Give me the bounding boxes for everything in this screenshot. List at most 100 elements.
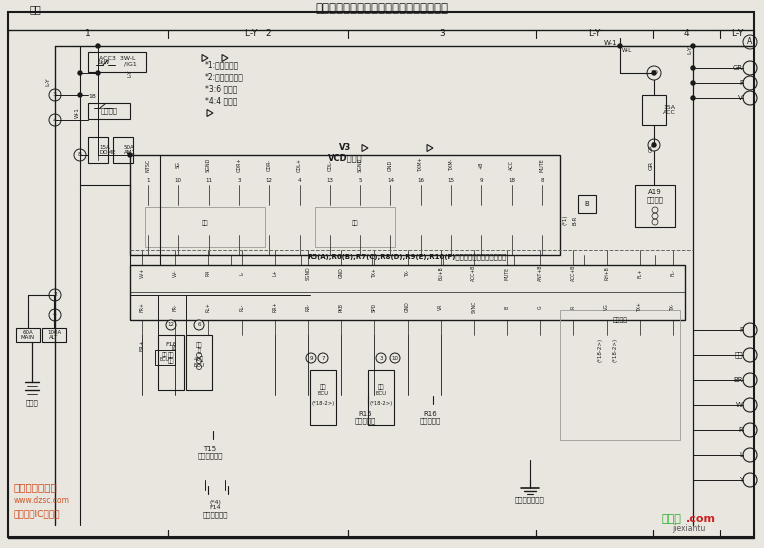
Polygon shape: [427, 145, 433, 151]
Text: +B: +B: [479, 161, 484, 169]
Text: 8: 8: [540, 179, 544, 184]
Text: B: B: [504, 305, 510, 309]
Polygon shape: [362, 145, 368, 151]
Circle shape: [96, 71, 100, 75]
Text: TXM-: TXM-: [448, 159, 454, 171]
Text: 6: 6: [197, 323, 201, 328]
Circle shape: [49, 89, 61, 101]
Text: 100A
ALT: 100A ALT: [47, 329, 61, 340]
Text: CDL+: CDL+: [297, 158, 302, 172]
Text: 4: 4: [683, 30, 689, 38]
Polygon shape: [202, 54, 208, 61]
Text: BU+B: BU+B: [439, 266, 443, 280]
Text: SGND: SGND: [306, 266, 310, 280]
Bar: [578, 195, 596, 213]
Text: FL+: FL+: [637, 269, 643, 278]
Text: GR: GR: [649, 161, 653, 169]
Text: Y: Y: [739, 477, 743, 483]
Text: 15: 15: [448, 179, 455, 184]
Text: .com: .com: [686, 514, 716, 524]
Text: 5: 5: [358, 179, 362, 184]
Text: 电源: 电源: [29, 4, 41, 14]
Text: GND: GND: [338, 267, 344, 278]
Circle shape: [318, 353, 328, 363]
Text: L-Y: L-Y: [46, 78, 50, 87]
Bar: [88, 103, 130, 119]
Text: (*1): (*1): [562, 215, 568, 225]
Text: 30: 30: [650, 71, 658, 76]
Text: 3: 3: [379, 356, 383, 361]
Text: VR: VR: [439, 304, 443, 310]
Text: F10: F10: [165, 342, 176, 347]
Text: 18: 18: [88, 94, 96, 100]
Text: 绕线
烧器: 绕线 烧器: [168, 352, 174, 364]
Text: R16: R16: [423, 411, 437, 417]
Text: GR: GR: [649, 144, 653, 152]
Text: 绕组
ECU: 绕组 ECU: [160, 352, 170, 362]
Text: 右前门扬声器: 右前门扬声器: [202, 512, 228, 518]
Text: RL-: RL-: [239, 303, 244, 311]
Bar: [42, 328, 66, 342]
Bar: [635, 185, 675, 227]
Text: R4: R4: [206, 270, 211, 276]
Text: W-1: W-1: [604, 40, 617, 46]
Text: A: A: [747, 37, 753, 47]
Text: *4:4 扬声器: *4:4 扬声器: [205, 96, 238, 106]
Text: 自动天线: 自动天线: [646, 197, 663, 203]
Text: (*18-2>): (*18-2>): [597, 338, 603, 362]
Text: (*18-2>): (*18-2>): [369, 401, 393, 406]
Text: RL+: RL+: [206, 302, 211, 312]
Text: 维库电子市场网: 维库电子市场网: [14, 482, 58, 492]
Text: 屏蔽区域: 屏蔽区域: [613, 317, 627, 323]
Circle shape: [78, 71, 82, 75]
Text: L: L: [739, 452, 743, 458]
Circle shape: [49, 309, 61, 321]
Bar: [88, 137, 108, 163]
Text: TX-: TX-: [405, 270, 410, 277]
Text: ACC+B: ACC+B: [471, 265, 477, 281]
Text: 点火开关: 点火开关: [101, 108, 118, 115]
Circle shape: [691, 96, 695, 100]
Text: 18: 18: [508, 179, 515, 184]
Text: MUTE: MUTE: [504, 266, 510, 279]
Text: 导航系统、收音机和播放器（带导航系统）: 导航系统、收音机和播放器（带导航系统）: [316, 3, 448, 15]
Circle shape: [691, 81, 695, 85]
Text: W-1: W-1: [75, 107, 79, 118]
Text: R15: R15: [358, 411, 372, 417]
Text: A19: A19: [648, 189, 662, 195]
Text: L-Y: L-Y: [588, 30, 601, 38]
Circle shape: [128, 153, 132, 157]
Text: 15A
ACC: 15A ACC: [663, 105, 676, 116]
Text: 4: 4: [53, 117, 57, 123]
Circle shape: [194, 320, 204, 330]
Bar: [130, 265, 685, 320]
Bar: [16, 380, 48, 392]
Text: 1: 1: [85, 30, 91, 38]
Text: 左侧仪表板支承: 左侧仪表板支承: [515, 496, 545, 503]
Text: SG: SG: [176, 162, 181, 168]
Text: 11: 11: [205, 179, 212, 184]
Text: 接线图: 接线图: [662, 514, 682, 524]
Text: VG: VG: [604, 304, 609, 310]
Bar: [130, 155, 560, 255]
Text: 电源
ECU: 电源 ECU: [375, 384, 387, 396]
Text: /IG1: /IG1: [124, 61, 137, 66]
Text: (*18-2>): (*18-2>): [312, 401, 335, 406]
Bar: [186, 335, 212, 390]
Text: 蓄电池: 蓄电池: [26, 399, 38, 406]
Text: 1kW: 1kW: [97, 60, 109, 66]
Polygon shape: [222, 54, 228, 61]
Text: 1: 1: [146, 179, 150, 184]
Text: 60A
MAIN: 60A MAIN: [21, 329, 35, 340]
Bar: [368, 370, 394, 425]
Circle shape: [49, 289, 61, 301]
Text: GND: GND: [405, 301, 410, 312]
Text: 3: 3: [439, 30, 445, 38]
Bar: [155, 350, 175, 365]
Text: L+: L+: [272, 270, 277, 276]
Text: ACC: ACC: [509, 160, 514, 170]
Bar: [145, 207, 265, 247]
Text: 8: 8: [78, 152, 82, 157]
Text: FR-: FR-: [173, 341, 178, 349]
Circle shape: [74, 149, 86, 161]
